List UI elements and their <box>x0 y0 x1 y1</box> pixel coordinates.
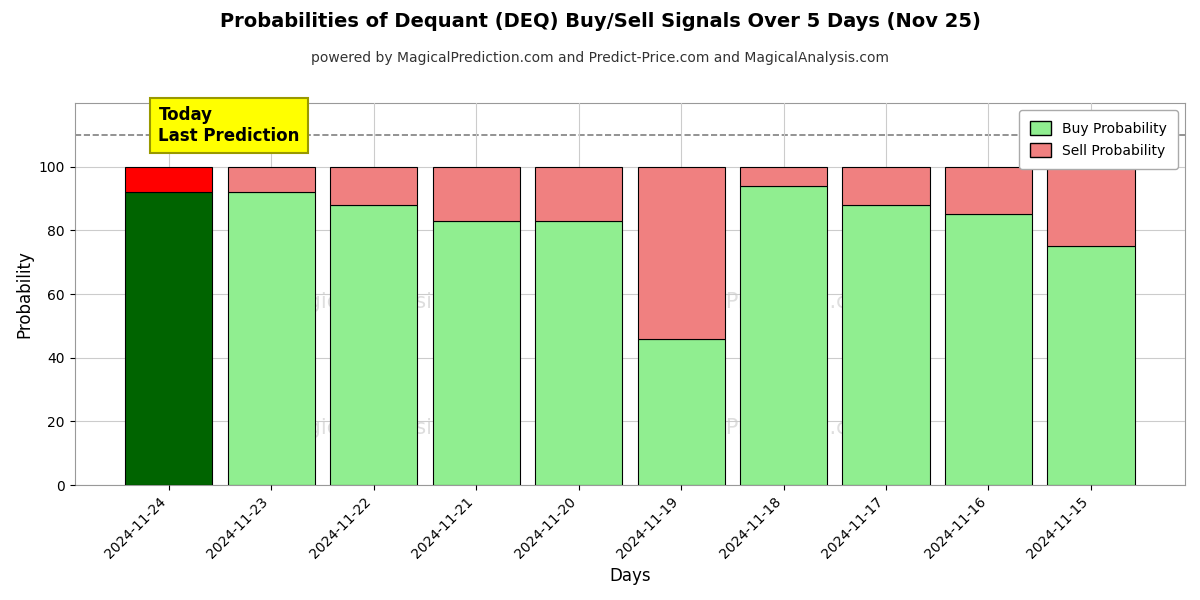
Bar <box>740 186 827 485</box>
Bar <box>535 167 622 221</box>
Legend: Buy Probability, Sell Probability: Buy Probability, Sell Probability <box>1019 110 1178 169</box>
Text: Today
Last Prediction: Today Last Prediction <box>158 106 300 145</box>
Bar <box>125 167 212 192</box>
Bar <box>1048 246 1134 485</box>
Bar <box>535 221 622 485</box>
Bar <box>330 167 418 205</box>
Bar <box>842 167 930 205</box>
Bar <box>842 205 930 485</box>
Bar <box>228 167 314 192</box>
Bar <box>637 338 725 485</box>
X-axis label: Days: Days <box>610 567 650 585</box>
Bar <box>1048 167 1134 246</box>
Bar <box>944 214 1032 485</box>
Bar <box>637 167 725 338</box>
Text: MagicalAnalysis.com: MagicalAnalysis.com <box>277 418 494 438</box>
Bar <box>740 167 827 186</box>
Text: Probabilities of Dequant (DEQ) Buy/Sell Signals Over 5 Days (Nov 25): Probabilities of Dequant (DEQ) Buy/Sell … <box>220 12 980 31</box>
Bar <box>125 192 212 485</box>
Bar <box>228 192 314 485</box>
Text: MagicalPrediction.com: MagicalPrediction.com <box>646 292 881 311</box>
Bar <box>432 221 520 485</box>
Bar <box>330 205 418 485</box>
Text: MagicalAnalysis.com: MagicalAnalysis.com <box>277 292 494 311</box>
Bar <box>432 167 520 221</box>
Y-axis label: Probability: Probability <box>16 250 34 338</box>
Bar <box>944 167 1032 214</box>
Text: MagicalPrediction.com: MagicalPrediction.com <box>646 418 881 438</box>
Text: powered by MagicalPrediction.com and Predict-Price.com and MagicalAnalysis.com: powered by MagicalPrediction.com and Pre… <box>311 51 889 65</box>
